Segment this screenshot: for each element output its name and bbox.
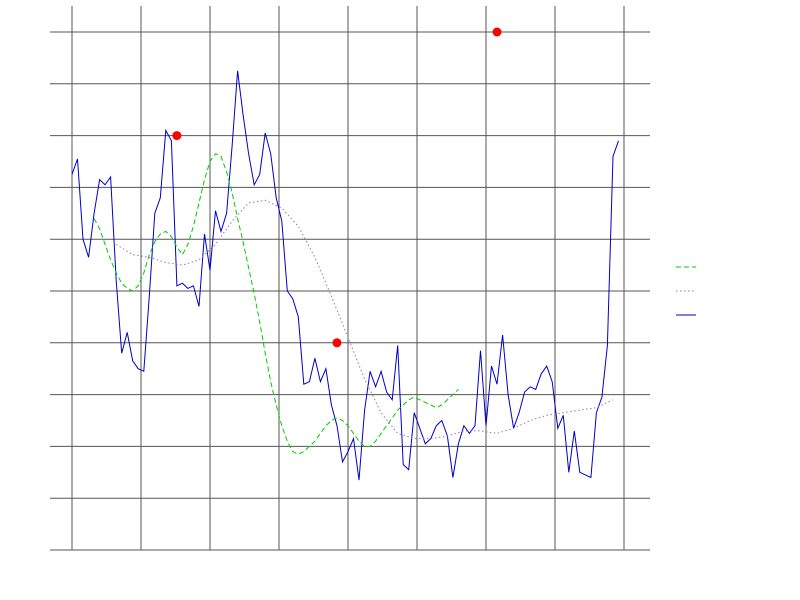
- plot-markers: [172, 27, 502, 348]
- legend: [676, 266, 696, 316]
- marker-point: [172, 131, 182, 141]
- series-line-solid: [71, 70, 619, 481]
- plot-lines: [71, 70, 619, 481]
- series-line-dashed: [93, 153, 459, 455]
- marker-point: [492, 27, 502, 37]
- grid: [50, 6, 650, 551]
- marker-point: [332, 338, 342, 348]
